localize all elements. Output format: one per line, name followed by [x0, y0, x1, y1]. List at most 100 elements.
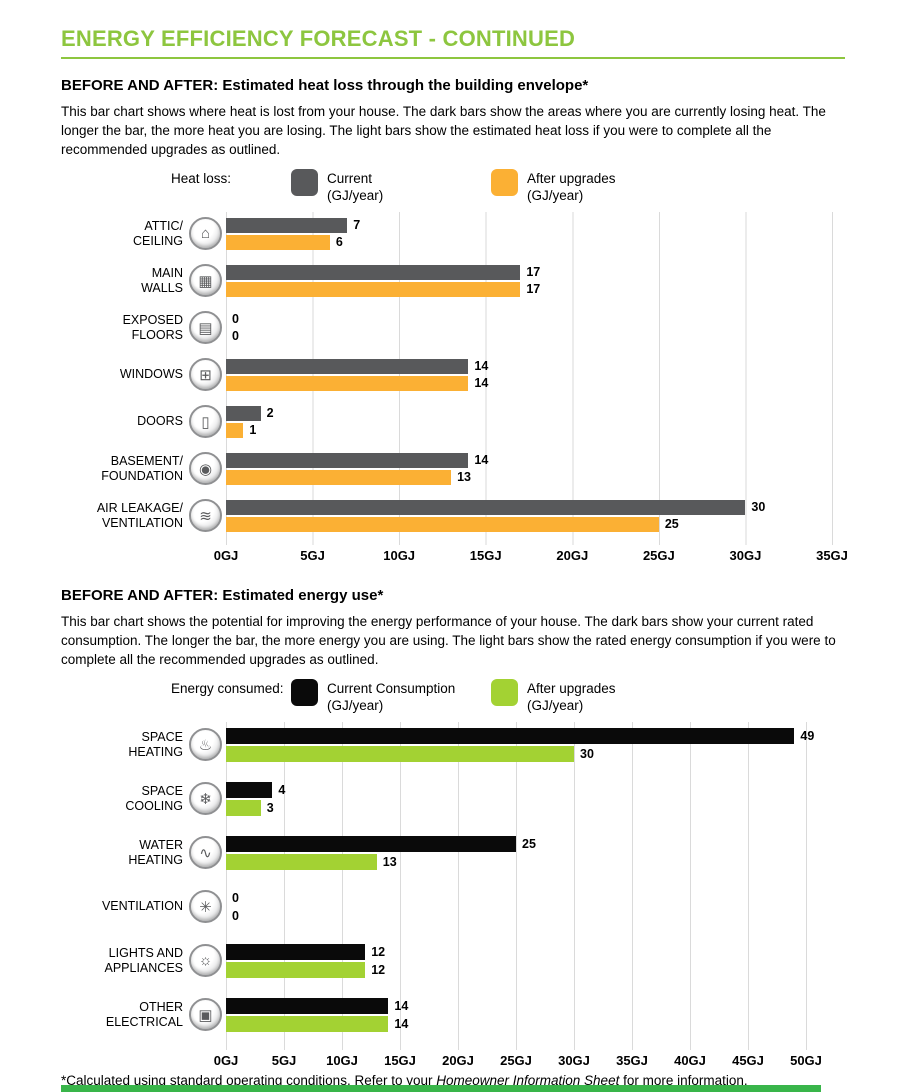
bar-value: 13 — [457, 470, 471, 485]
after-heat-legend-label: After upgrades (GJ/year) — [527, 171, 616, 203]
bar-value: 14 — [394, 1016, 409, 1031]
legend-title: Heat loss: — [171, 171, 232, 187]
chart-row: ATTIC/CEILING ⌂ 7 6 — [61, 216, 845, 252]
category-label: EXPOSED FLOORS — [122, 313, 183, 342]
bar-value: 17 — [526, 265, 541, 280]
bar-current — [226, 217, 348, 233]
bar-current — [226, 781, 273, 798]
category-label: OTHER ELECTRICAL — [105, 999, 183, 1029]
bar-group: 49 30 — [226, 726, 814, 764]
bar-after-upgrades — [226, 799, 261, 816]
energy-use-heading: BEFORE AND AFTER: Estimated energy use* — [61, 586, 384, 604]
category-label: VENTILATION — [101, 899, 183, 914]
bar-value: 49 — [800, 728, 815, 743]
x-axis-tick: 35GJ — [616, 1052, 648, 1068]
energy-use-legend: Energy consumed: Current Consumption (GJ… — [171, 679, 845, 713]
category-label: WINDOWS — [119, 367, 183, 382]
legend-title: Energy consumed: — [171, 681, 284, 697]
bar-group: 17 17 — [226, 263, 540, 299]
x-axis-tick: 5GJ — [300, 547, 325, 563]
bar-after-upgrades — [226, 1015, 389, 1032]
current-heat-legend-label: Current (GJ/year) — [327, 171, 384, 203]
thermometer-icon: ♨ — [189, 728, 222, 762]
bar-value: 0 — [232, 908, 239, 923]
bar-value: 14 — [474, 359, 489, 374]
category-label: BASEMENT/FOUNDATION — [101, 454, 183, 483]
category-label: AIR LEAKAGE/VENTILATION — [96, 501, 183, 530]
after-heat-swatch — [491, 169, 518, 197]
footnote: *Calculated using standard operating con… — [61, 1072, 748, 1088]
bar-group: 25 13 — [226, 834, 536, 872]
chart-row: EXPOSED FLOORS ▤ 0 0 — [61, 310, 845, 346]
bar-after-upgrades — [226, 281, 521, 297]
bar-group: 30 25 — [226, 498, 765, 534]
bar-value: 30 — [751, 500, 766, 515]
bar-value: 6 — [335, 235, 343, 250]
chart-row: OTHER ELECTRICAL ▣ 14 14 — [61, 996, 845, 1034]
chart-row: BASEMENT/FOUNDATION ◉ 14 13 — [61, 451, 845, 487]
bar-value: 0 — [232, 312, 239, 327]
x-axis-tick: 0GJ — [213, 1052, 239, 1068]
wall-insulation-icon: ▦ — [189, 264, 222, 298]
x-axis-tick: 5GJ — [271, 1052, 297, 1068]
exposed-floor-icon: ▤ — [189, 311, 222, 345]
x-axis-tick: 30GJ — [729, 547, 762, 563]
bar-value: 2 — [266, 406, 274, 421]
heat-loss-section: BEFORE AND AFTER: Estimated heat loss th… — [61, 77, 848, 565]
x-axis-tick: 25GJ — [642, 547, 675, 563]
chart-rows: ATTIC/CEILING ⌂ 7 6 MAIN WALLS ▦ 17 17 EXPOSED FLO… — [61, 216, 845, 534]
bar-after-upgrades — [226, 234, 330, 250]
bar-current — [226, 452, 469, 468]
category-label: SPACE HEATING — [128, 729, 183, 759]
bar-group: 14 13 — [226, 451, 488, 487]
category-label: DOORS — [137, 414, 183, 429]
bar-value: 7 — [353, 218, 361, 233]
x-axis-tick: 30GJ — [558, 1052, 590, 1068]
chart-row: DOORS ▯ 2 1 — [61, 404, 845, 440]
energy-use-section: BEFORE AND AFTER: Estimated energy use* … — [61, 587, 845, 1070]
chart-x-axis: 0GJ 5GJ 10GJ 15GJ 20GJ 25GJ 30GJ 35GJ — [214, 545, 848, 565]
bar-current — [226, 405, 261, 421]
bar-value: 14 — [394, 998, 409, 1013]
energy-use-chart: SPACE HEATING ♨ 49 30 SPACE COOLING ❄ 4 3 WATER HEA… — [61, 721, 845, 1070]
category-label: WATER HEATING — [128, 837, 183, 867]
bar-after-upgrades — [226, 516, 659, 532]
bar-value: 12 — [371, 944, 386, 959]
x-axis-tick: 40GJ — [674, 1052, 706, 1068]
heat-loss-heading: BEFORE AND AFTER: Estimated heat loss th… — [61, 77, 589, 94]
chart-row: SPACE COOLING ❄ 4 3 — [61, 780, 845, 818]
bar-value: 0 — [232, 890, 239, 905]
chart-row: WINDOWS ⊞ 14 14 — [61, 357, 845, 393]
bar-value: 30 — [580, 746, 594, 761]
bar-current — [226, 997, 389, 1014]
energy-use-description: This bar chart shows the potential for i… — [61, 613, 836, 668]
bar-value: 3 — [266, 800, 274, 815]
bar-value: 4 — [278, 782, 286, 797]
heat-loss-chart: ATTIC/CEILING ⌂ 7 6 MAIN WALLS ▦ 17 17 EXPOSED FLO… — [61, 211, 848, 565]
bar-value: 0 — [232, 329, 239, 344]
air-leakage-icon: ≋ — [189, 499, 222, 533]
current-consumption-swatch — [291, 679, 318, 707]
x-axis-tick: 10GJ — [383, 547, 416, 563]
category-label: SPACE COOLING — [125, 783, 183, 813]
bar-value: 25 — [664, 517, 679, 532]
bar-group: 14 14 — [226, 996, 408, 1034]
chart-row: SPACE HEATING ♨ 49 30 — [61, 726, 845, 764]
heat-loss-description: This bar chart shows where heat is lost … — [61, 104, 826, 158]
bottom-accent-bar — [61, 1085, 821, 1092]
chart-row: MAIN WALLS ▦ 17 17 — [61, 263, 845, 299]
x-axis-tick: 45GJ — [732, 1052, 764, 1068]
heat-loss-legend: Heat loss: Current (GJ/year) After upgra… — [171, 169, 845, 203]
shower-icon: ∿ — [189, 836, 222, 870]
attic-roof-icon: ⌂ — [189, 217, 222, 251]
bar-current — [226, 727, 795, 744]
bar-group: 12 12 — [226, 942, 385, 980]
bar-after-upgrades — [226, 961, 366, 978]
chart-row: VENTILATION ✳ 0 0 — [61, 888, 845, 926]
bar-after-upgrades — [226, 375, 469, 391]
chart-row: WATER HEATING ∿ 25 13 — [61, 834, 845, 872]
